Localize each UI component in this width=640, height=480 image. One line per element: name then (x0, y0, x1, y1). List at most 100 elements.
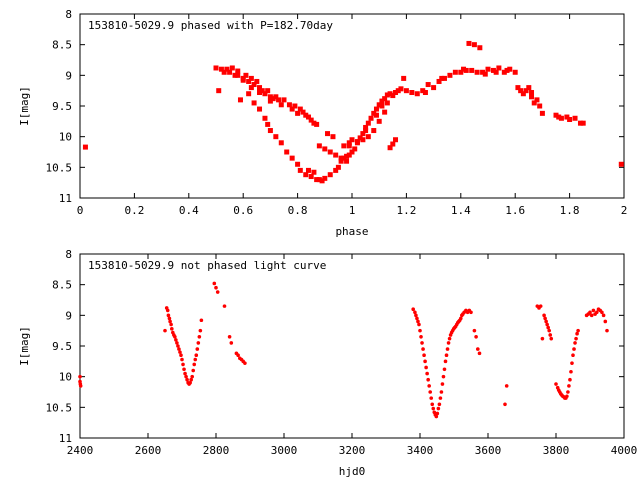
data-point (236, 353, 240, 358)
x-tick-label: 2800 (203, 444, 230, 457)
data-point (251, 100, 257, 106)
data-point (214, 285, 218, 290)
data-point (368, 115, 374, 121)
data-point (188, 381, 192, 385)
data-point (490, 67, 496, 73)
data-point (459, 316, 463, 321)
x-tick-label: 1.2 (396, 204, 416, 217)
data-point (409, 90, 415, 96)
data-point (163, 328, 167, 333)
data-point (365, 134, 371, 140)
data-point (295, 161, 301, 167)
data-point (387, 91, 393, 97)
data-point (175, 341, 179, 345)
data-point (248, 85, 254, 91)
data-point (566, 390, 570, 394)
x-axis-label: hjd0 (339, 465, 366, 478)
data-point (482, 71, 488, 77)
data-point (417, 322, 421, 327)
data-point (471, 42, 477, 48)
data-point (537, 103, 543, 109)
data-point (184, 374, 188, 379)
data-point (349, 149, 355, 155)
data-point (420, 341, 424, 345)
data-point (496, 65, 502, 71)
y-axis-ticks: 8 8.5 9 9.5 10 10.5 11 (46, 8, 624, 205)
data-point (194, 353, 199, 358)
data-point (549, 336, 554, 341)
data-point (387, 145, 393, 151)
data-point (431, 85, 437, 91)
data-point (218, 66, 224, 72)
data-point (177, 347, 181, 351)
data-point (180, 357, 184, 362)
data-point (352, 146, 358, 152)
data-point (413, 310, 417, 315)
x-tick-label: 0.6 (233, 204, 253, 217)
data-point (425, 82, 431, 88)
data-point (278, 102, 284, 108)
y-tick-label: 10 (59, 131, 72, 144)
data-point (442, 367, 447, 372)
x-tick-label: 1.8 (560, 204, 580, 217)
data-point (197, 335, 202, 339)
data-point (179, 353, 183, 358)
data-point (547, 328, 551, 333)
y-tick-label: 11 (59, 432, 72, 445)
data-point (167, 316, 172, 321)
data-point (379, 103, 385, 109)
data-point (276, 97, 282, 103)
data-point (393, 90, 399, 96)
data-point (390, 93, 396, 99)
x-tick-label: 2 (621, 204, 628, 217)
data-point (346, 143, 352, 149)
data-point (546, 325, 550, 330)
data-point (259, 88, 265, 94)
data-point (357, 135, 363, 141)
data-point (434, 414, 439, 419)
x-tick-label: 2600 (135, 444, 162, 457)
data-point (193, 357, 198, 362)
x-tick-label: 3400 (407, 444, 434, 457)
data-point (246, 91, 252, 97)
data-point (575, 331, 579, 336)
data-point (382, 96, 388, 102)
data-point (198, 328, 203, 333)
data-point (480, 69, 486, 75)
data-point (447, 72, 453, 78)
data-point (461, 66, 467, 72)
data-point (507, 66, 513, 72)
data-point (344, 158, 350, 164)
y-tick-label: 10.5 (46, 161, 73, 174)
data-point (601, 313, 606, 318)
data-point (401, 75, 407, 81)
data-point (567, 116, 573, 122)
data-point (603, 319, 608, 324)
data-point (341, 155, 347, 161)
y-axis-label: I[mag] (18, 326, 31, 366)
data-point (365, 120, 371, 126)
data-point (422, 90, 428, 96)
data-point (421, 347, 425, 351)
data-point (278, 140, 284, 146)
data-point (168, 319, 172, 324)
x-tick-label: 0.2 (124, 204, 144, 217)
x-tick-label: 3600 (475, 444, 502, 457)
data-point (618, 161, 624, 167)
data-point (543, 316, 547, 321)
x-tick-label: 1.6 (505, 204, 525, 217)
data-point (330, 134, 336, 140)
data-point (539, 110, 545, 116)
data-point (314, 177, 320, 183)
data-point (346, 152, 352, 158)
data-points (78, 281, 609, 419)
data-point (420, 88, 426, 94)
data-point (189, 377, 193, 382)
data-point (371, 128, 377, 134)
data-point (169, 322, 173, 327)
data-point (469, 67, 475, 73)
data-point (544, 319, 548, 324)
data-point (558, 115, 564, 121)
data-point (227, 335, 232, 339)
data-point (224, 66, 230, 72)
